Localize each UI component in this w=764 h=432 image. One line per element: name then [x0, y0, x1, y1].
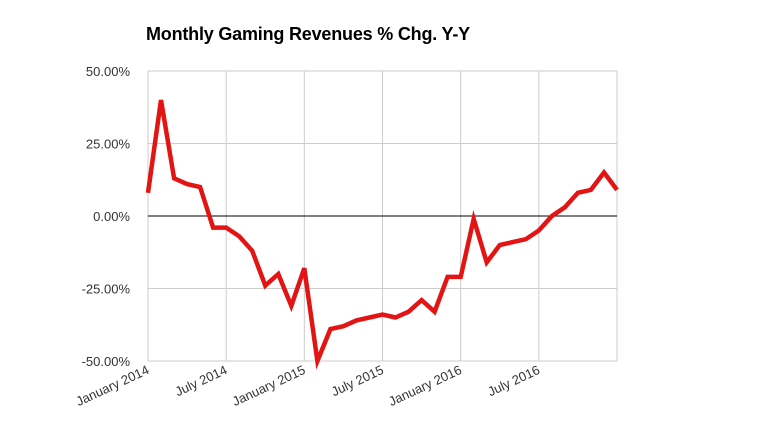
data-point: [617, 189, 618, 190]
data-point: [200, 187, 201, 188]
y-tick-label: 25.00%: [86, 137, 131, 152]
data-point: [187, 184, 188, 185]
y-tick-label: 0.00%: [93, 209, 130, 224]
data-point: [148, 192, 149, 193]
data-point: [421, 300, 422, 301]
data-point: [473, 218, 474, 219]
data-point: [408, 311, 409, 312]
series-layer: [145, 99, 619, 370]
data-point: [174, 178, 175, 179]
data-point: [460, 276, 461, 277]
data-point: [486, 262, 487, 263]
data-point: [161, 100, 162, 101]
x-tick-label: July 2016: [485, 362, 542, 399]
y-tick-label: -50.00%: [82, 354, 131, 369]
x-tick-label: January 2015: [230, 362, 308, 409]
y-tick-label: -25.00%: [82, 282, 131, 297]
x-tick-label: July 2014: [173, 362, 230, 399]
data-point: [603, 172, 604, 173]
data-point: [564, 207, 565, 208]
data-point: [343, 326, 344, 327]
data-point: [382, 314, 383, 315]
series-line: [145, 99, 619, 370]
data-point: [499, 245, 500, 246]
data-point: [434, 311, 435, 312]
data-point: [317, 361, 318, 362]
data-point: [512, 242, 513, 243]
data-point: [278, 274, 279, 275]
data-point: [265, 285, 266, 286]
data-point: [252, 250, 253, 251]
data-point: [213, 227, 214, 228]
data-point: [291, 305, 292, 306]
data-point: [369, 317, 370, 318]
data-point: [395, 317, 396, 318]
data-point: [551, 216, 552, 217]
data-point: [239, 236, 240, 237]
data-point: [447, 276, 448, 277]
data-point: [538, 230, 539, 231]
x-tick-label: January 2014: [74, 362, 152, 409]
chart-title: Monthly Gaming Revenues % Chg. Y-Y: [146, 24, 470, 44]
y-tick-label: 50.00%: [86, 64, 131, 79]
data-point: [304, 268, 305, 269]
data-point: [226, 227, 227, 228]
data-point: [356, 320, 357, 321]
data-point: [577, 192, 578, 193]
data-point: [330, 329, 331, 330]
x-tick-label: January 2016: [386, 362, 464, 409]
x-tick-label: July 2015: [329, 362, 386, 399]
data-point: [525, 239, 526, 240]
data-point: [590, 189, 591, 190]
